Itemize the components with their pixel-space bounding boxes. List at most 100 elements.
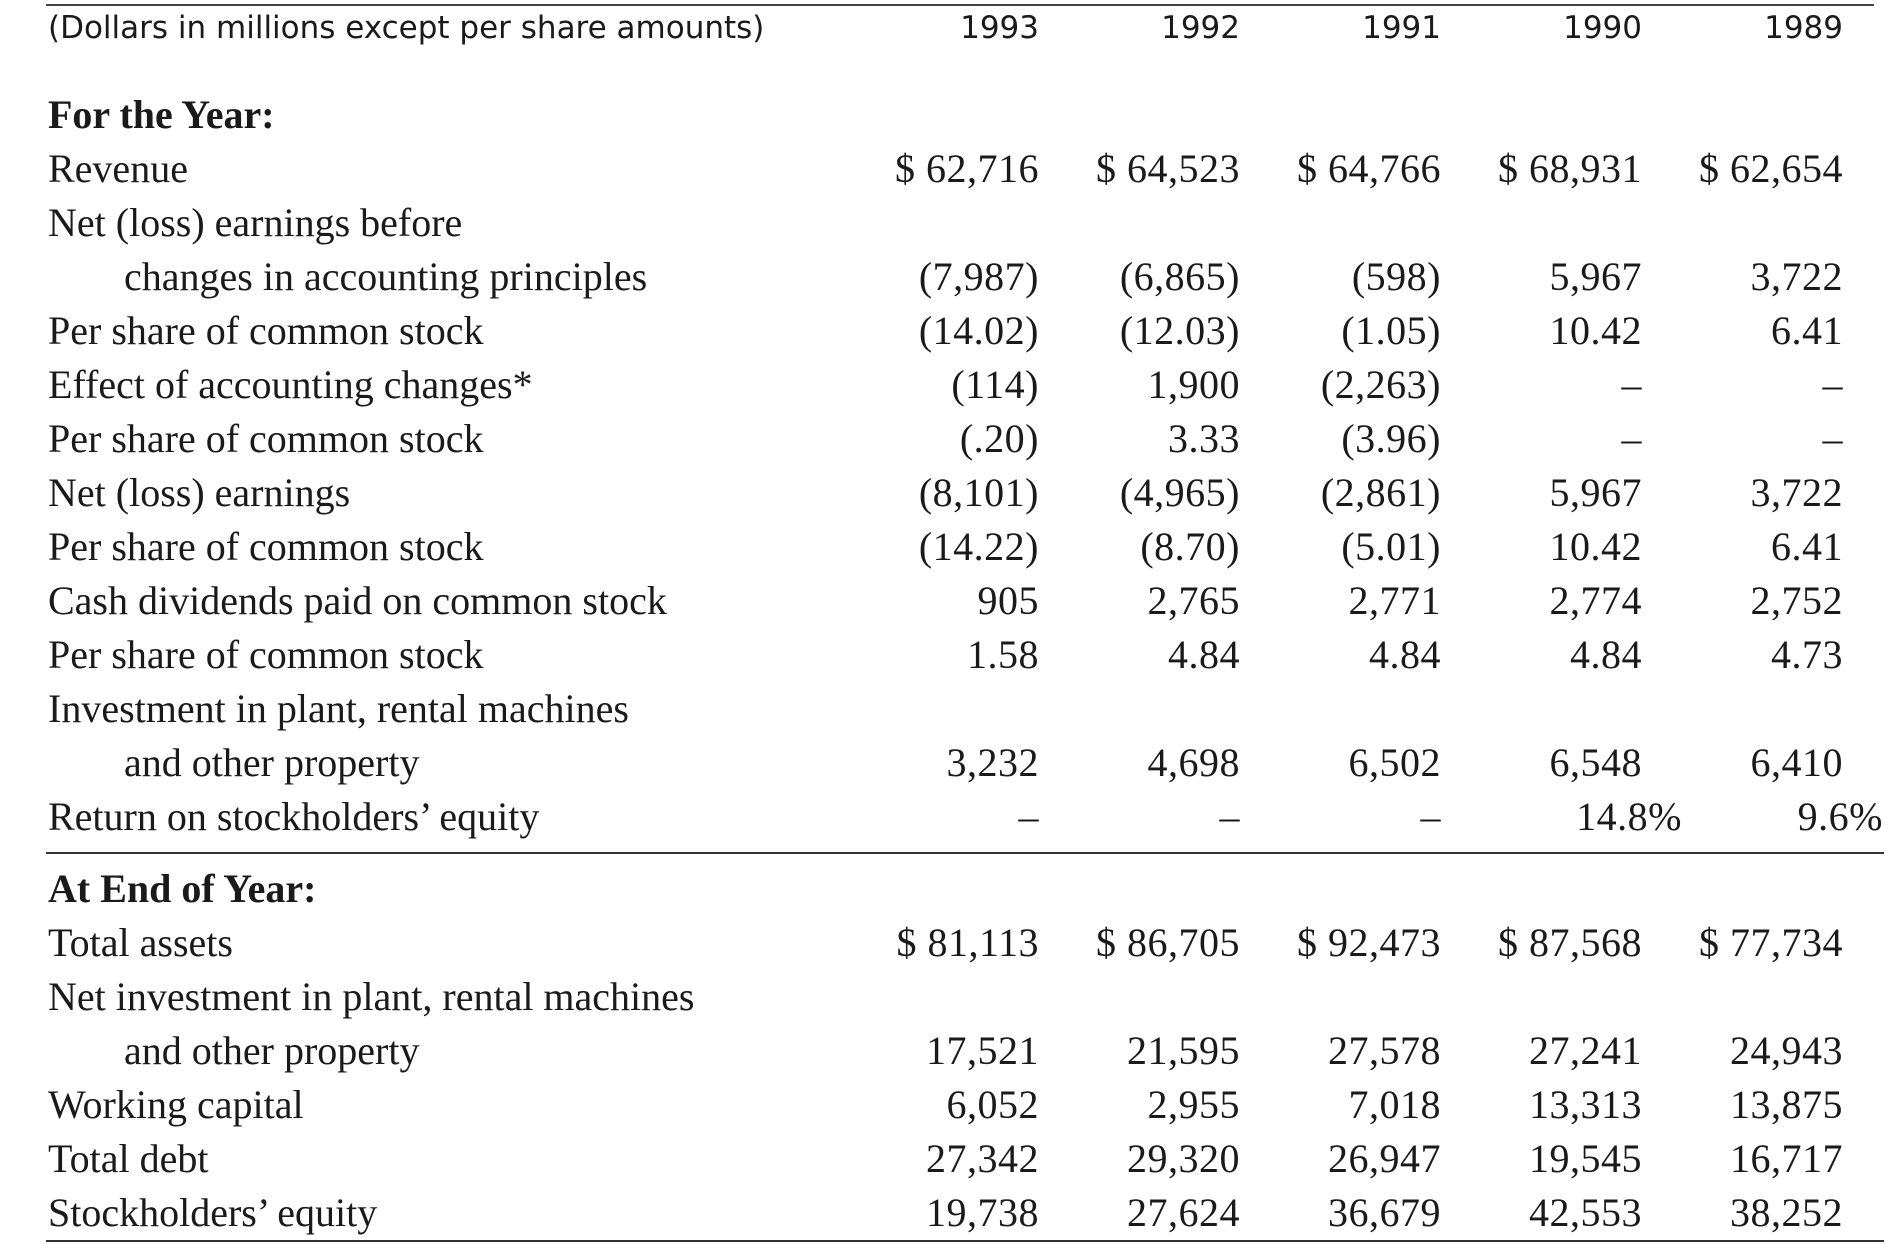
cell-1993: (8,101)	[918, 470, 1039, 515]
cell-1993: (.20)	[959, 416, 1039, 461]
cell-1989: 3,722	[1750, 254, 1843, 299]
cell-1991: 7,018	[1348, 1082, 1441, 1127]
cell-1991: –	[1420, 794, 1441, 839]
row-label: and other property	[124, 740, 420, 785]
table-row: Return on stockholders’ equity – – – 14.…	[0, 790, 1904, 844]
cell-1993: $ 81,113	[896, 920, 1039, 965]
cell-1990: –	[1621, 362, 1642, 407]
cell-1990: $ 68,931	[1498, 146, 1642, 191]
cell-1993: (114)	[951, 362, 1039, 407]
row-label: Net (loss) earnings before	[48, 200, 463, 245]
year-header-1992: 1992	[1161, 10, 1240, 46]
cell-1991: 36,679	[1328, 1190, 1441, 1235]
year-header-1989: 1989	[1764, 10, 1843, 46]
cell-1993: (14.02)	[918, 308, 1039, 353]
cell-1989: 6.41	[1771, 308, 1843, 353]
row-label: Per share of common stock	[48, 524, 484, 569]
table-row: Total assets $ 81,113 $ 86,705 $ 92,473 …	[0, 916, 1904, 970]
section-heading-at-end-of-year: At End of Year:	[48, 866, 317, 911]
cell-1989: 2,752	[1750, 578, 1843, 623]
cell-1992: 2,765	[1147, 578, 1240, 623]
table-row: Stockholders’ equity 19,738 27,624 36,67…	[0, 1186, 1904, 1240]
cell-1990: 27,241	[1529, 1028, 1642, 1073]
cell-1993: 1.58	[967, 632, 1039, 677]
cell-1992: $ 64,523	[1096, 146, 1240, 191]
cell-1989: –	[1822, 362, 1843, 407]
cell-1992: (4,965)	[1119, 470, 1240, 515]
cell-1991: 4.84	[1369, 632, 1441, 677]
cell-1989: 13,875	[1730, 1082, 1843, 1127]
cell-1990: 5,967	[1549, 254, 1642, 299]
cell-1992: (6,865)	[1119, 254, 1240, 299]
section-heading-row: At End of Year:	[0, 862, 1904, 916]
cell-1992: 27,624	[1127, 1190, 1240, 1235]
cell-1992: 1,900	[1147, 362, 1240, 407]
cell-1991: 2,771	[1348, 578, 1441, 623]
cell-1989: 9.6%	[1797, 794, 1883, 839]
table-row: and other property 17,521 21,595 27,578 …	[0, 1024, 1904, 1078]
cell-1993: (7,987)	[918, 254, 1039, 299]
row-label: Effect of accounting changes*	[48, 362, 533, 407]
row-label: Investment in plant, rental machines	[48, 686, 629, 731]
cell-1992: 3.33	[1168, 416, 1240, 461]
year-header-1993: 1993	[960, 10, 1039, 46]
cell-1992: 21,595	[1127, 1028, 1240, 1073]
top-rule	[46, 4, 1874, 6]
cell-1990: 10.42	[1549, 308, 1642, 353]
table-row: Per share of common stock (14.22) (8.70)…	[0, 520, 1904, 574]
cell-1992: 2,955	[1147, 1082, 1240, 1127]
cell-1992: 29,320	[1127, 1136, 1240, 1181]
section-heading-for-the-year: For the Year:	[48, 92, 275, 137]
cell-1989: 3,722	[1750, 470, 1843, 515]
cell-1991: (2,861)	[1320, 470, 1441, 515]
cell-1989: 6,410	[1750, 740, 1843, 785]
row-label: Revenue	[48, 146, 188, 191]
table-row: Net (loss) earnings (8,101) (4,965) (2,8…	[0, 466, 1904, 520]
cell-1990: 4.84	[1570, 632, 1642, 677]
table-row: Revenue $ 62,716 $ 64,523 $ 64,766 $ 68,…	[0, 142, 1904, 196]
table-row: Net investment in plant, rental machines	[0, 970, 1904, 1024]
row-label: Cash dividends paid on common stock	[48, 578, 667, 623]
cell-1991: $ 92,473	[1297, 920, 1441, 965]
row-label: Per share of common stock	[48, 632, 484, 677]
table-row: Per share of common stock (.20) 3.33 (3.…	[0, 412, 1904, 466]
cell-1991: (2,263)	[1320, 362, 1441, 407]
cell-1990: –	[1621, 416, 1642, 461]
cell-1991: (1.05)	[1341, 308, 1441, 353]
cell-1992: (8.70)	[1140, 524, 1240, 569]
cell-1991: 26,947	[1328, 1136, 1441, 1181]
cell-1990: 42,553	[1529, 1190, 1642, 1235]
table-caption: (Dollars in millions except per share am…	[48, 10, 765, 46]
cell-1990: 13,313	[1529, 1082, 1642, 1127]
table-row: Per share of common stock (14.02) (12.03…	[0, 304, 1904, 358]
row-label: Stockholders’ equity	[48, 1190, 378, 1235]
cell-1989: 6.41	[1771, 524, 1843, 569]
row-label: Net (loss) earnings	[48, 470, 351, 515]
cell-1989: $ 77,734	[1699, 920, 1843, 965]
cell-1989: 16,717	[1730, 1136, 1843, 1181]
cell-1993: –	[1018, 794, 1039, 839]
cell-1990: 19,545	[1529, 1136, 1642, 1181]
cell-1993: 6,052	[946, 1082, 1039, 1127]
cell-1991: $ 64,766	[1297, 146, 1441, 191]
table-row: Total debt 27,342 29,320 26,947 19,545 1…	[0, 1132, 1904, 1186]
cell-1989: 4.73	[1771, 632, 1843, 677]
cell-1992: 4,698	[1147, 740, 1240, 785]
cell-1992: 4.84	[1168, 632, 1240, 677]
table-row: Effect of accounting changes* (114) 1,90…	[0, 358, 1904, 412]
cell-1991: (5.01)	[1341, 524, 1441, 569]
row-label: changes in accounting principles	[124, 254, 648, 299]
section-heading-row: For the Year:	[0, 88, 1904, 142]
cell-1991: 6,502	[1348, 740, 1441, 785]
year-header-1990: 1990	[1563, 10, 1642, 46]
cell-1993: 905	[977, 578, 1039, 623]
cell-1993: 27,342	[926, 1136, 1039, 1181]
row-label: Per share of common stock	[48, 308, 484, 353]
cell-1990: 6,548	[1549, 740, 1642, 785]
cell-1993: 17,521	[926, 1028, 1039, 1073]
table-row: and other property 3,232 4,698 6,502 6,5…	[0, 736, 1904, 790]
table-row: Net (loss) earnings before	[0, 196, 1904, 250]
cell-1991: (598)	[1351, 254, 1441, 299]
row-label: Return on stockholders’ equity	[48, 794, 540, 839]
